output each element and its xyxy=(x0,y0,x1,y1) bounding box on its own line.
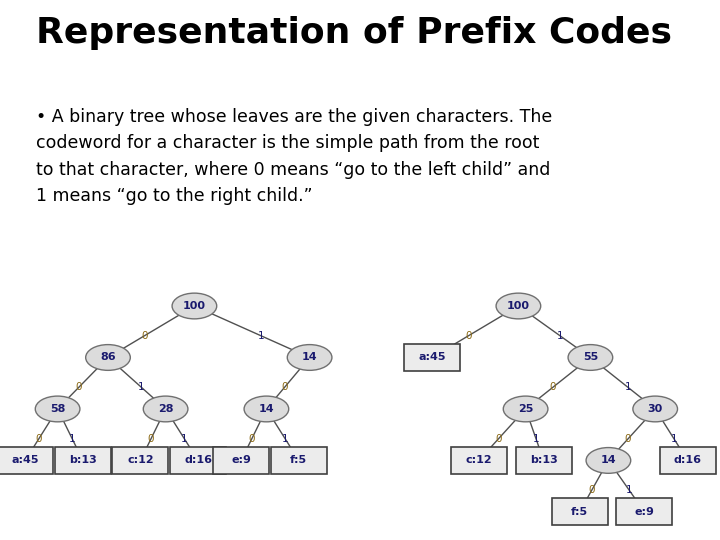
Text: 30: 30 xyxy=(647,404,663,414)
Text: 14: 14 xyxy=(302,353,318,362)
Text: 0: 0 xyxy=(495,434,502,444)
Text: 100: 100 xyxy=(507,301,530,311)
Text: 55: 55 xyxy=(582,353,598,362)
Text: 0: 0 xyxy=(141,331,148,341)
FancyBboxPatch shape xyxy=(516,447,572,474)
FancyBboxPatch shape xyxy=(660,447,716,474)
Text: 0: 0 xyxy=(282,382,288,393)
Text: c:12: c:12 xyxy=(127,455,153,465)
Text: 1: 1 xyxy=(282,434,289,444)
Ellipse shape xyxy=(586,448,631,473)
FancyBboxPatch shape xyxy=(0,447,53,474)
Text: • A binary tree whose leaves are the given characters. The
codeword for a charac: • A binary tree whose leaves are the giv… xyxy=(36,108,552,205)
Text: 1: 1 xyxy=(258,331,264,341)
FancyBboxPatch shape xyxy=(112,447,168,474)
Text: 1: 1 xyxy=(533,434,539,444)
Text: 14: 14 xyxy=(600,455,616,465)
Text: a:45: a:45 xyxy=(12,455,39,465)
FancyBboxPatch shape xyxy=(404,344,460,371)
Ellipse shape xyxy=(172,293,217,319)
Text: Representation of Prefix Codes: Representation of Prefix Codes xyxy=(36,16,672,50)
FancyBboxPatch shape xyxy=(552,498,608,525)
Text: 1: 1 xyxy=(181,434,188,444)
Ellipse shape xyxy=(244,396,289,422)
Text: 0: 0 xyxy=(248,434,255,444)
Text: 0: 0 xyxy=(148,434,154,444)
Text: b:13: b:13 xyxy=(69,455,96,465)
Text: 0: 0 xyxy=(625,434,631,444)
Ellipse shape xyxy=(287,345,332,370)
Text: d:16: d:16 xyxy=(184,455,212,465)
Ellipse shape xyxy=(496,293,541,319)
Text: 25: 25 xyxy=(518,404,534,414)
Text: b:13: b:13 xyxy=(530,455,557,465)
Text: 1: 1 xyxy=(557,331,564,341)
Text: 1: 1 xyxy=(69,434,76,444)
Text: 100: 100 xyxy=(183,301,206,311)
Ellipse shape xyxy=(503,396,548,422)
FancyBboxPatch shape xyxy=(616,498,672,525)
FancyBboxPatch shape xyxy=(451,447,507,474)
Ellipse shape xyxy=(35,396,80,422)
Text: 1: 1 xyxy=(670,434,678,444)
Text: f:5: f:5 xyxy=(571,507,588,517)
Text: 14: 14 xyxy=(258,404,274,414)
Text: 1: 1 xyxy=(626,485,633,495)
Ellipse shape xyxy=(143,396,188,422)
Text: 0: 0 xyxy=(465,331,472,341)
Text: 0: 0 xyxy=(76,382,82,393)
Text: 0: 0 xyxy=(35,434,42,444)
Text: 0: 0 xyxy=(588,485,595,495)
FancyBboxPatch shape xyxy=(170,447,226,474)
FancyBboxPatch shape xyxy=(271,447,327,474)
Text: c:12: c:12 xyxy=(466,455,492,465)
Ellipse shape xyxy=(633,396,678,422)
Text: d:16: d:16 xyxy=(674,455,701,465)
Text: 0: 0 xyxy=(549,382,556,393)
Text: 58: 58 xyxy=(50,404,66,414)
Text: 28: 28 xyxy=(158,404,174,414)
Text: a:45: a:45 xyxy=(418,353,446,362)
Text: 1: 1 xyxy=(625,382,631,393)
Text: 1: 1 xyxy=(138,382,145,393)
FancyBboxPatch shape xyxy=(213,447,269,474)
Text: 86: 86 xyxy=(100,353,116,362)
Text: e:9: e:9 xyxy=(231,455,251,465)
Ellipse shape xyxy=(568,345,613,370)
Text: f:5: f:5 xyxy=(290,455,307,465)
Ellipse shape xyxy=(86,345,130,370)
FancyBboxPatch shape xyxy=(55,447,111,474)
Text: e:9: e:9 xyxy=(634,507,654,517)
